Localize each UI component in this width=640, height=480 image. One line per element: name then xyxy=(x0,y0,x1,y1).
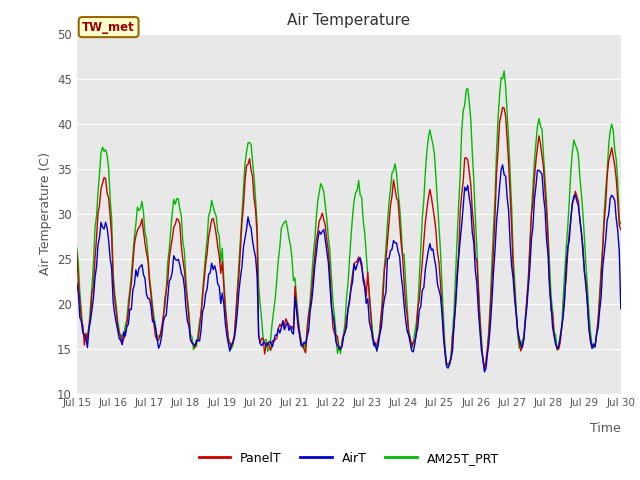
Legend: PanelT, AirT, AM25T_PRT: PanelT, AirT, AM25T_PRT xyxy=(194,447,504,470)
AM25T_PRT xyxy=(235,260,243,265)
PanelT xyxy=(73,250,81,256)
PanelT xyxy=(253,233,261,239)
AirT xyxy=(235,288,243,294)
Line: AM25T_PRT: AM25T_PRT xyxy=(77,71,621,368)
PanelT xyxy=(311,254,319,260)
AM25T_PRT xyxy=(500,68,508,74)
AM25T_PRT xyxy=(262,336,270,342)
AirT xyxy=(262,343,270,349)
Y-axis label: Air Temperature (C): Air Temperature (C) xyxy=(38,152,51,275)
AirT xyxy=(499,162,506,168)
AM25T_PRT xyxy=(253,222,261,228)
PanelT xyxy=(589,341,597,347)
Line: PanelT: PanelT xyxy=(77,108,621,369)
AM25T_PRT xyxy=(617,221,625,227)
AM25T_PRT xyxy=(73,245,81,251)
AM25T_PRT xyxy=(311,238,319,243)
Line: AirT: AirT xyxy=(77,165,621,372)
AirT xyxy=(311,264,319,269)
Title: Air Temperature: Air Temperature xyxy=(287,13,410,28)
PanelT xyxy=(617,227,625,232)
Text: Time: Time xyxy=(590,422,621,435)
AM25T_PRT xyxy=(481,365,488,371)
AM25T_PRT xyxy=(140,210,147,216)
Text: TW_met: TW_met xyxy=(82,21,135,34)
AM25T_PRT xyxy=(589,345,597,351)
AirT xyxy=(589,341,597,347)
PanelT xyxy=(262,341,270,347)
PanelT xyxy=(481,366,488,372)
AirT xyxy=(481,369,488,375)
AirT xyxy=(617,306,625,312)
AirT xyxy=(253,274,261,280)
PanelT xyxy=(140,228,147,234)
PanelT xyxy=(499,105,506,110)
PanelT xyxy=(235,272,243,278)
AirT xyxy=(140,272,147,277)
AirT xyxy=(73,280,81,286)
